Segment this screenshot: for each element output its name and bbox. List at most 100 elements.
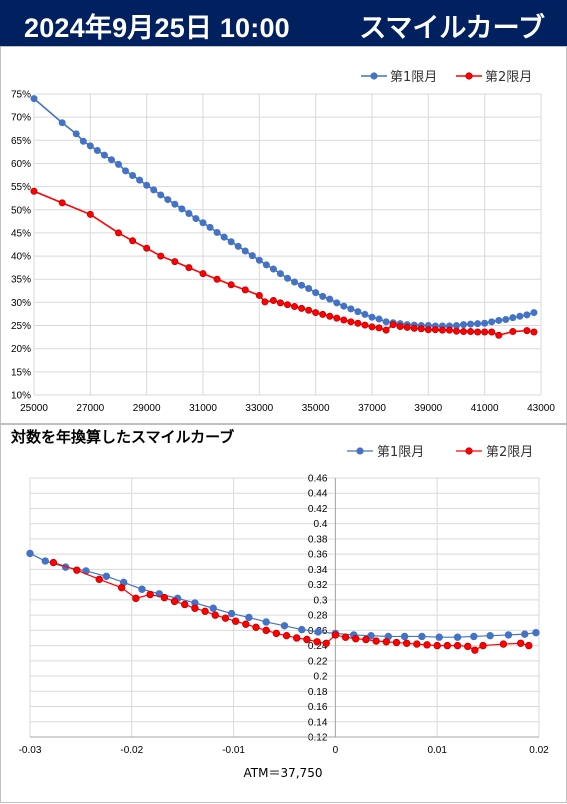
chart1-point-series-2 <box>30 187 38 195</box>
chart1-legend-label: 第1限月 <box>390 70 437 85</box>
chart1-point-series-1 <box>58 119 66 127</box>
chart2-y-tick-label: 0.36 <box>308 550 328 561</box>
chart1-point-series-2 <box>438 326 446 334</box>
chart2-y-tick-label: 0.2 <box>313 672 327 683</box>
chart2-atm-annotation: ATM＝37,750 <box>244 766 323 780</box>
chart1-point-series-2 <box>396 322 404 330</box>
chart1-point-series-2 <box>495 331 503 339</box>
chart1-point-series-1 <box>255 256 263 264</box>
chart1-point-series-1 <box>248 252 256 260</box>
chart1-point-series-1 <box>291 278 299 286</box>
chart2-point-series-1 <box>227 609 236 618</box>
chart1-point-series-1 <box>354 308 362 316</box>
chart1-point-series-1 <box>206 223 214 231</box>
chart1-point-series-2 <box>115 229 123 237</box>
chart2-point-series-1 <box>453 633 462 641</box>
chart2-point-series-1 <box>367 631 375 640</box>
chart1-y-tick-label: 45% <box>11 228 31 239</box>
chart2-point-series-2 <box>146 590 154 599</box>
chart1-point-series-2 <box>157 252 165 260</box>
chart1-point-series-1 <box>143 181 151 189</box>
chart2-point-series-2 <box>160 593 169 602</box>
chart1-series-line-2 <box>33 190 535 337</box>
chart1-point-series-1 <box>178 205 186 213</box>
chart2-point-series-1 <box>504 631 513 639</box>
chart2-x-tick-label: 0 <box>333 745 339 756</box>
chart1-point-series-2 <box>319 310 327 318</box>
chart1-point-series-1 <box>312 289 320 297</box>
chart1-point-series-2 <box>86 210 94 218</box>
chart1-point-series-1 <box>361 310 369 318</box>
chart1-y-tick-label: 10% <box>11 391 31 402</box>
chart2-point-series-1 <box>400 632 409 641</box>
chart1-point-series-1 <box>115 160 123 168</box>
chart1-point-series-1 <box>150 186 158 194</box>
chart1-x-tick-label: 43000 <box>527 403 555 414</box>
chart2-point-series-1 <box>435 633 443 641</box>
chart1-point-series-2 <box>354 319 362 327</box>
chart2-point-series-2 <box>322 639 330 648</box>
chart2-point-series-2 <box>191 604 199 612</box>
chart1-point-series-2 <box>283 301 291 309</box>
chart1-point-series-1 <box>213 228 221 236</box>
chart1-point-series-2 <box>199 270 207 278</box>
chart2-point-series-2 <box>479 641 487 650</box>
chart1-y-tick-label: 60% <box>11 159 31 170</box>
chart2-point-series-1 <box>418 632 426 641</box>
chart2-point-series-2 <box>211 611 219 619</box>
chart1-point-series-1 <box>241 247 249 255</box>
chart2-point-series-1 <box>280 622 289 630</box>
chart1-point-series-1 <box>227 238 235 246</box>
chart2-point-series-1 <box>486 631 494 640</box>
chart1-point-series-2 <box>305 306 313 314</box>
chart1-point-series-1 <box>488 318 496 326</box>
chart2-point-series-2 <box>516 639 525 648</box>
chart2-y-tick-label: 0.44 <box>308 489 328 500</box>
chart2-y-tick-label: 0.12 <box>308 733 328 744</box>
chart2-point-series-2 <box>73 566 81 574</box>
chart2-y-tick-label: 0.32 <box>308 580 328 591</box>
chart1-point-series-2 <box>213 275 221 283</box>
chart2-point-series-2 <box>181 600 189 609</box>
chart1-point-series-1 <box>326 295 334 303</box>
chart2-point-series-2 <box>132 594 140 603</box>
chart1-point-series-2 <box>460 328 468 336</box>
chart1-point-series-2 <box>445 326 453 334</box>
chart2-point-series-2 <box>117 583 126 592</box>
chart2-y-tick-label: 0.3 <box>313 595 327 606</box>
chart2-point-series-2 <box>170 597 179 606</box>
chart2-point-series-2 <box>471 646 479 654</box>
chart1-point-series-2 <box>488 328 496 336</box>
chart1-x-tick-label: 27000 <box>76 403 104 414</box>
chart1-point-series-2 <box>375 324 383 332</box>
chart2-point-series-2 <box>413 640 421 648</box>
chart1-x-tick-label: 31000 <box>189 403 217 414</box>
chart1-point-series-1 <box>495 316 503 324</box>
chart2-point-series-2 <box>352 635 360 643</box>
chart2-point-series-2 <box>262 626 270 635</box>
chart2-point-series-1 <box>138 585 146 593</box>
chart2-point-series-2 <box>499 640 508 648</box>
chart1-point-series-1 <box>262 261 270 269</box>
chart1-point-series-2 <box>361 321 369 329</box>
chart1-point-series-1 <box>192 215 200 223</box>
chart1-y-tick-label: 25% <box>11 321 31 332</box>
chart1-point-series-2 <box>382 326 390 334</box>
chart1-point-series-2 <box>410 324 418 332</box>
chart1-point-series-1 <box>136 176 144 184</box>
chart1-y-tick-label: 55% <box>11 182 31 193</box>
chart1-point-series-2 <box>333 314 341 322</box>
chart1-point-series-2 <box>347 318 355 326</box>
chart1-x-tick-label: 39000 <box>414 403 442 414</box>
chart1-point-series-2 <box>269 297 277 305</box>
chart1-y-tick-label: 20% <box>11 344 31 355</box>
chart1-x-tick-label: 29000 <box>133 403 161 414</box>
chart1-point-series-2 <box>368 323 376 331</box>
chart1-x-tick-label: 41000 <box>471 403 499 414</box>
chart1-y-tick-label: 70% <box>11 113 31 124</box>
chart1-point-series-1 <box>72 130 80 138</box>
chart2-point-series-1 <box>209 604 217 612</box>
chart2-y-tick-label: 0.18 <box>308 687 328 698</box>
chart1-point-series-2 <box>424 326 432 334</box>
chart2-y-tick-label: 0.42 <box>308 504 328 515</box>
